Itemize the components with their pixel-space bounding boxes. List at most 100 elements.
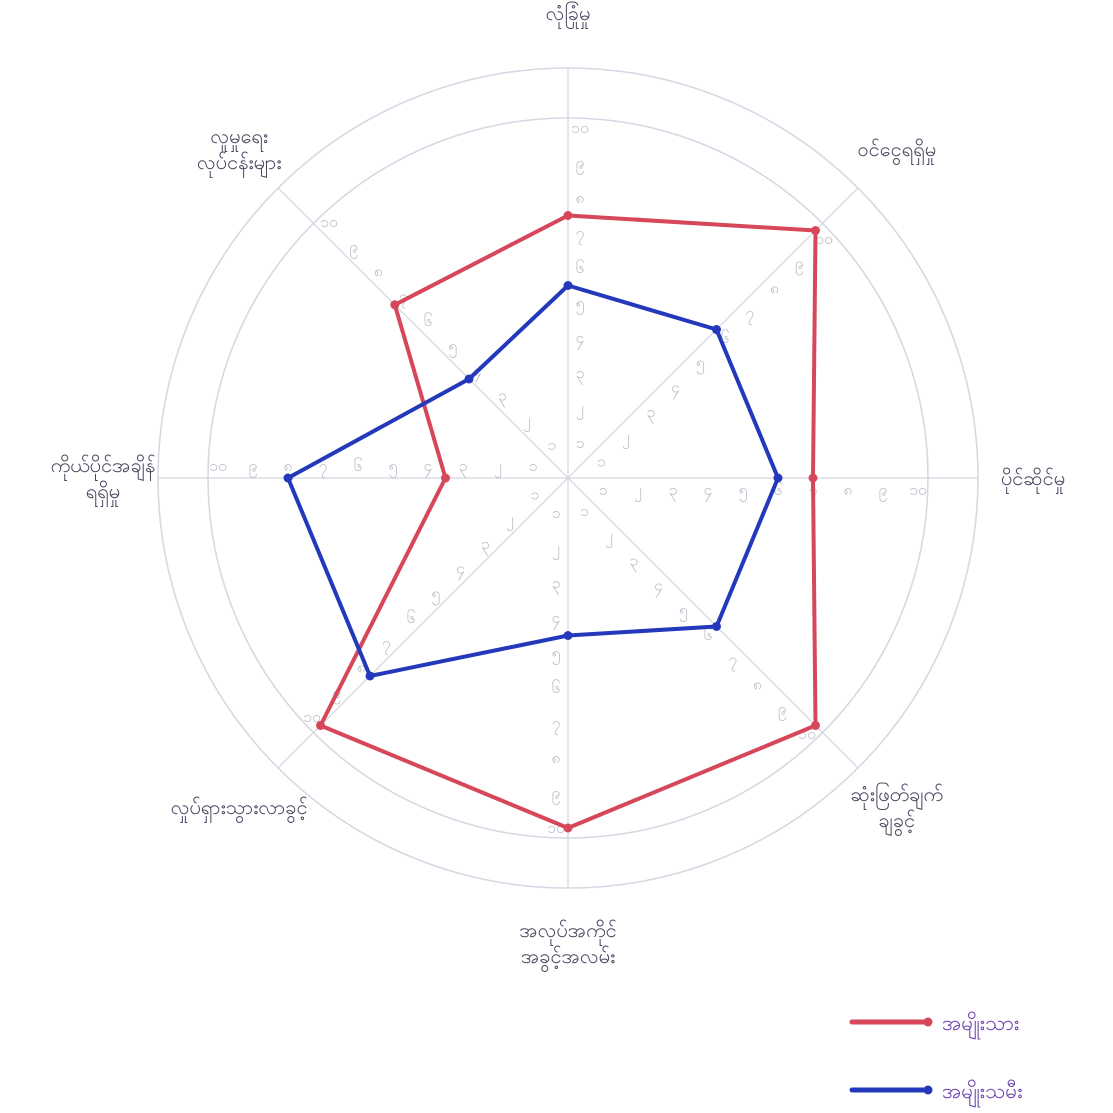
tick-label: ၂: [523, 410, 531, 432]
tick-label: ၆: [576, 258, 585, 277]
tick-label: ၁၀: [909, 480, 927, 499]
radar-series: [283, 211, 820, 833]
tick-label: ၄: [424, 456, 433, 478]
axis-spoke: [567, 477, 859, 769]
tick-label: ၂: [605, 526, 613, 548]
tick-label: ၂: [634, 480, 642, 502]
axis-label: လုံခြုံမှု: [546, 1, 591, 29]
axis-label-line: ပိုင်ဆိုင်မှု: [1001, 466, 1065, 494]
axis-label: ကိုယ်ပိုင်အချိန်ရရှိမှု: [51, 453, 156, 507]
tick-label: ၇: [552, 713, 561, 735]
axis-label-line: ဝင်ငွေရရှိမှု: [857, 137, 936, 165]
tick-label: ၆: [423, 311, 432, 330]
axis-label: လှုပ်ရှားသွားလာခွင့်: [171, 795, 308, 823]
tick-label: ၇: [728, 650, 737, 672]
tick-label: ၈: [843, 480, 852, 499]
axis-label: ဆုံးဖြတ်ချက်ချခွင့်: [850, 782, 943, 836]
data-point: [316, 720, 326, 730]
axis-label-line: လှုပ်ရှားသွားလာခွင့်: [171, 795, 308, 823]
axis-label: ဝင်ငွေရရှိမှု: [857, 137, 936, 165]
tick-label: ၆: [552, 678, 561, 697]
tick-label: ၈: [357, 658, 366, 677]
tick-label: ၉: [249, 456, 258, 478]
tick-label: ၅: [679, 600, 688, 622]
tick-label: ၂: [506, 509, 514, 531]
tick-label: ၁၀: [815, 229, 833, 248]
tick-label: ၉: [349, 237, 358, 259]
tick-label: ၇: [319, 456, 328, 478]
tick-label: ၃: [629, 551, 638, 573]
tick-label: ၁၀: [320, 212, 338, 231]
data-point: [711, 621, 721, 631]
radar-tick-labels: ၁၂၃၄၅၆၇၈၉၁၀၁၂၃၄၅၆၇၈၉၁၀၁၂၃၄၅၆၇၈၉၁၀၁၂၃၄၅၆၇…: [209, 118, 927, 837]
tick-label: ၁: [530, 484, 539, 503]
tick-label: ၃: [552, 573, 561, 595]
radar-grid: [157, 67, 979, 889]
tick-label: ၄: [704, 480, 713, 502]
tick-label: ၆: [704, 625, 713, 644]
tick-label: ၈: [283, 456, 292, 475]
data-point: [563, 631, 573, 640]
legend-label: အမျိုးသား: [942, 1010, 1019, 1041]
tick-label: ၅: [576, 293, 585, 315]
tick-label: ၆: [774, 480, 783, 499]
legend-marker: [923, 1085, 933, 1095]
tick-label: ၅: [739, 480, 748, 502]
data-point: [773, 473, 783, 483]
data-point: [390, 300, 400, 310]
axis-label-line: ဆုံးဖြတ်ချက်: [850, 782, 943, 810]
data-point: [810, 226, 820, 236]
tick-label: ၈: [374, 262, 383, 281]
axis-label-line: အခွင့်အလမ်း: [521, 944, 615, 972]
tick-label: ၅: [552, 643, 561, 665]
axis-label-line: ရရှိမှု: [86, 479, 120, 507]
tick-label: ၅: [696, 353, 705, 375]
tick-label: ၁၀: [303, 707, 321, 726]
tick-label: ၆: [407, 608, 416, 627]
axis-label-line: ကိုယ်ပိုင်အချိန်: [51, 453, 156, 481]
axis-spoke: [277, 187, 569, 479]
tick-label: ၂: [494, 456, 502, 478]
tick-label: ၄: [456, 559, 465, 581]
legend-label: အမျိုးသမီး: [942, 1078, 1023, 1109]
tick-label: ၇: [745, 303, 754, 325]
axis-label-line: အလုပ်အကိုင်: [519, 918, 617, 946]
axis-label: ပိုင်ဆိုင်မှု: [1001, 466, 1065, 494]
tick-label: ၇: [576, 223, 585, 245]
tick-label: ၃: [646, 402, 655, 424]
tick-label: ၄: [552, 608, 561, 630]
tick-label: ၁၀: [571, 118, 589, 137]
tick-label: ၁: [597, 452, 606, 471]
tick-label: ၈: [770, 278, 779, 297]
axis-label-line: လုံခြုံမှု: [546, 1, 591, 29]
tick-label: ၁: [580, 501, 589, 520]
tick-label: ၂: [576, 398, 584, 420]
tick-label: ၈: [753, 674, 762, 693]
tick-label: ၉: [778, 699, 787, 721]
tick-label: ၉: [795, 254, 804, 276]
tick-label: ၃: [481, 534, 490, 556]
tick-label: ၁: [529, 456, 538, 475]
data-point: [711, 325, 721, 335]
tick-label: ၁: [547, 435, 556, 454]
tick-label: ၅: [431, 583, 440, 605]
chart-legend: အမျိုးသားအမျိုးသမီး: [849, 1010, 1023, 1109]
tick-label: ၁: [576, 433, 585, 452]
tick-label: ၇: [382, 633, 391, 655]
tick-label: ၁: [599, 480, 608, 499]
tick-label: ၁: [552, 503, 561, 522]
axis-label: လူမှုရေးလုပ်ငန်းများ: [197, 124, 282, 178]
tick-label: ၆: [354, 456, 363, 475]
axis-spoke: [567, 187, 859, 479]
tick-label: ၃: [459, 456, 468, 478]
data-point: [464, 374, 474, 384]
data-point: [365, 671, 375, 681]
data-point: [441, 473, 450, 483]
tick-label: ၂: [622, 427, 630, 449]
tick-label: ၉: [552, 783, 561, 805]
data-point: [563, 281, 573, 290]
axis-spoke: [277, 477, 569, 769]
tick-label: ၃: [576, 363, 585, 385]
axis-label-line: လုပ်ငန်းများ: [197, 150, 282, 178]
